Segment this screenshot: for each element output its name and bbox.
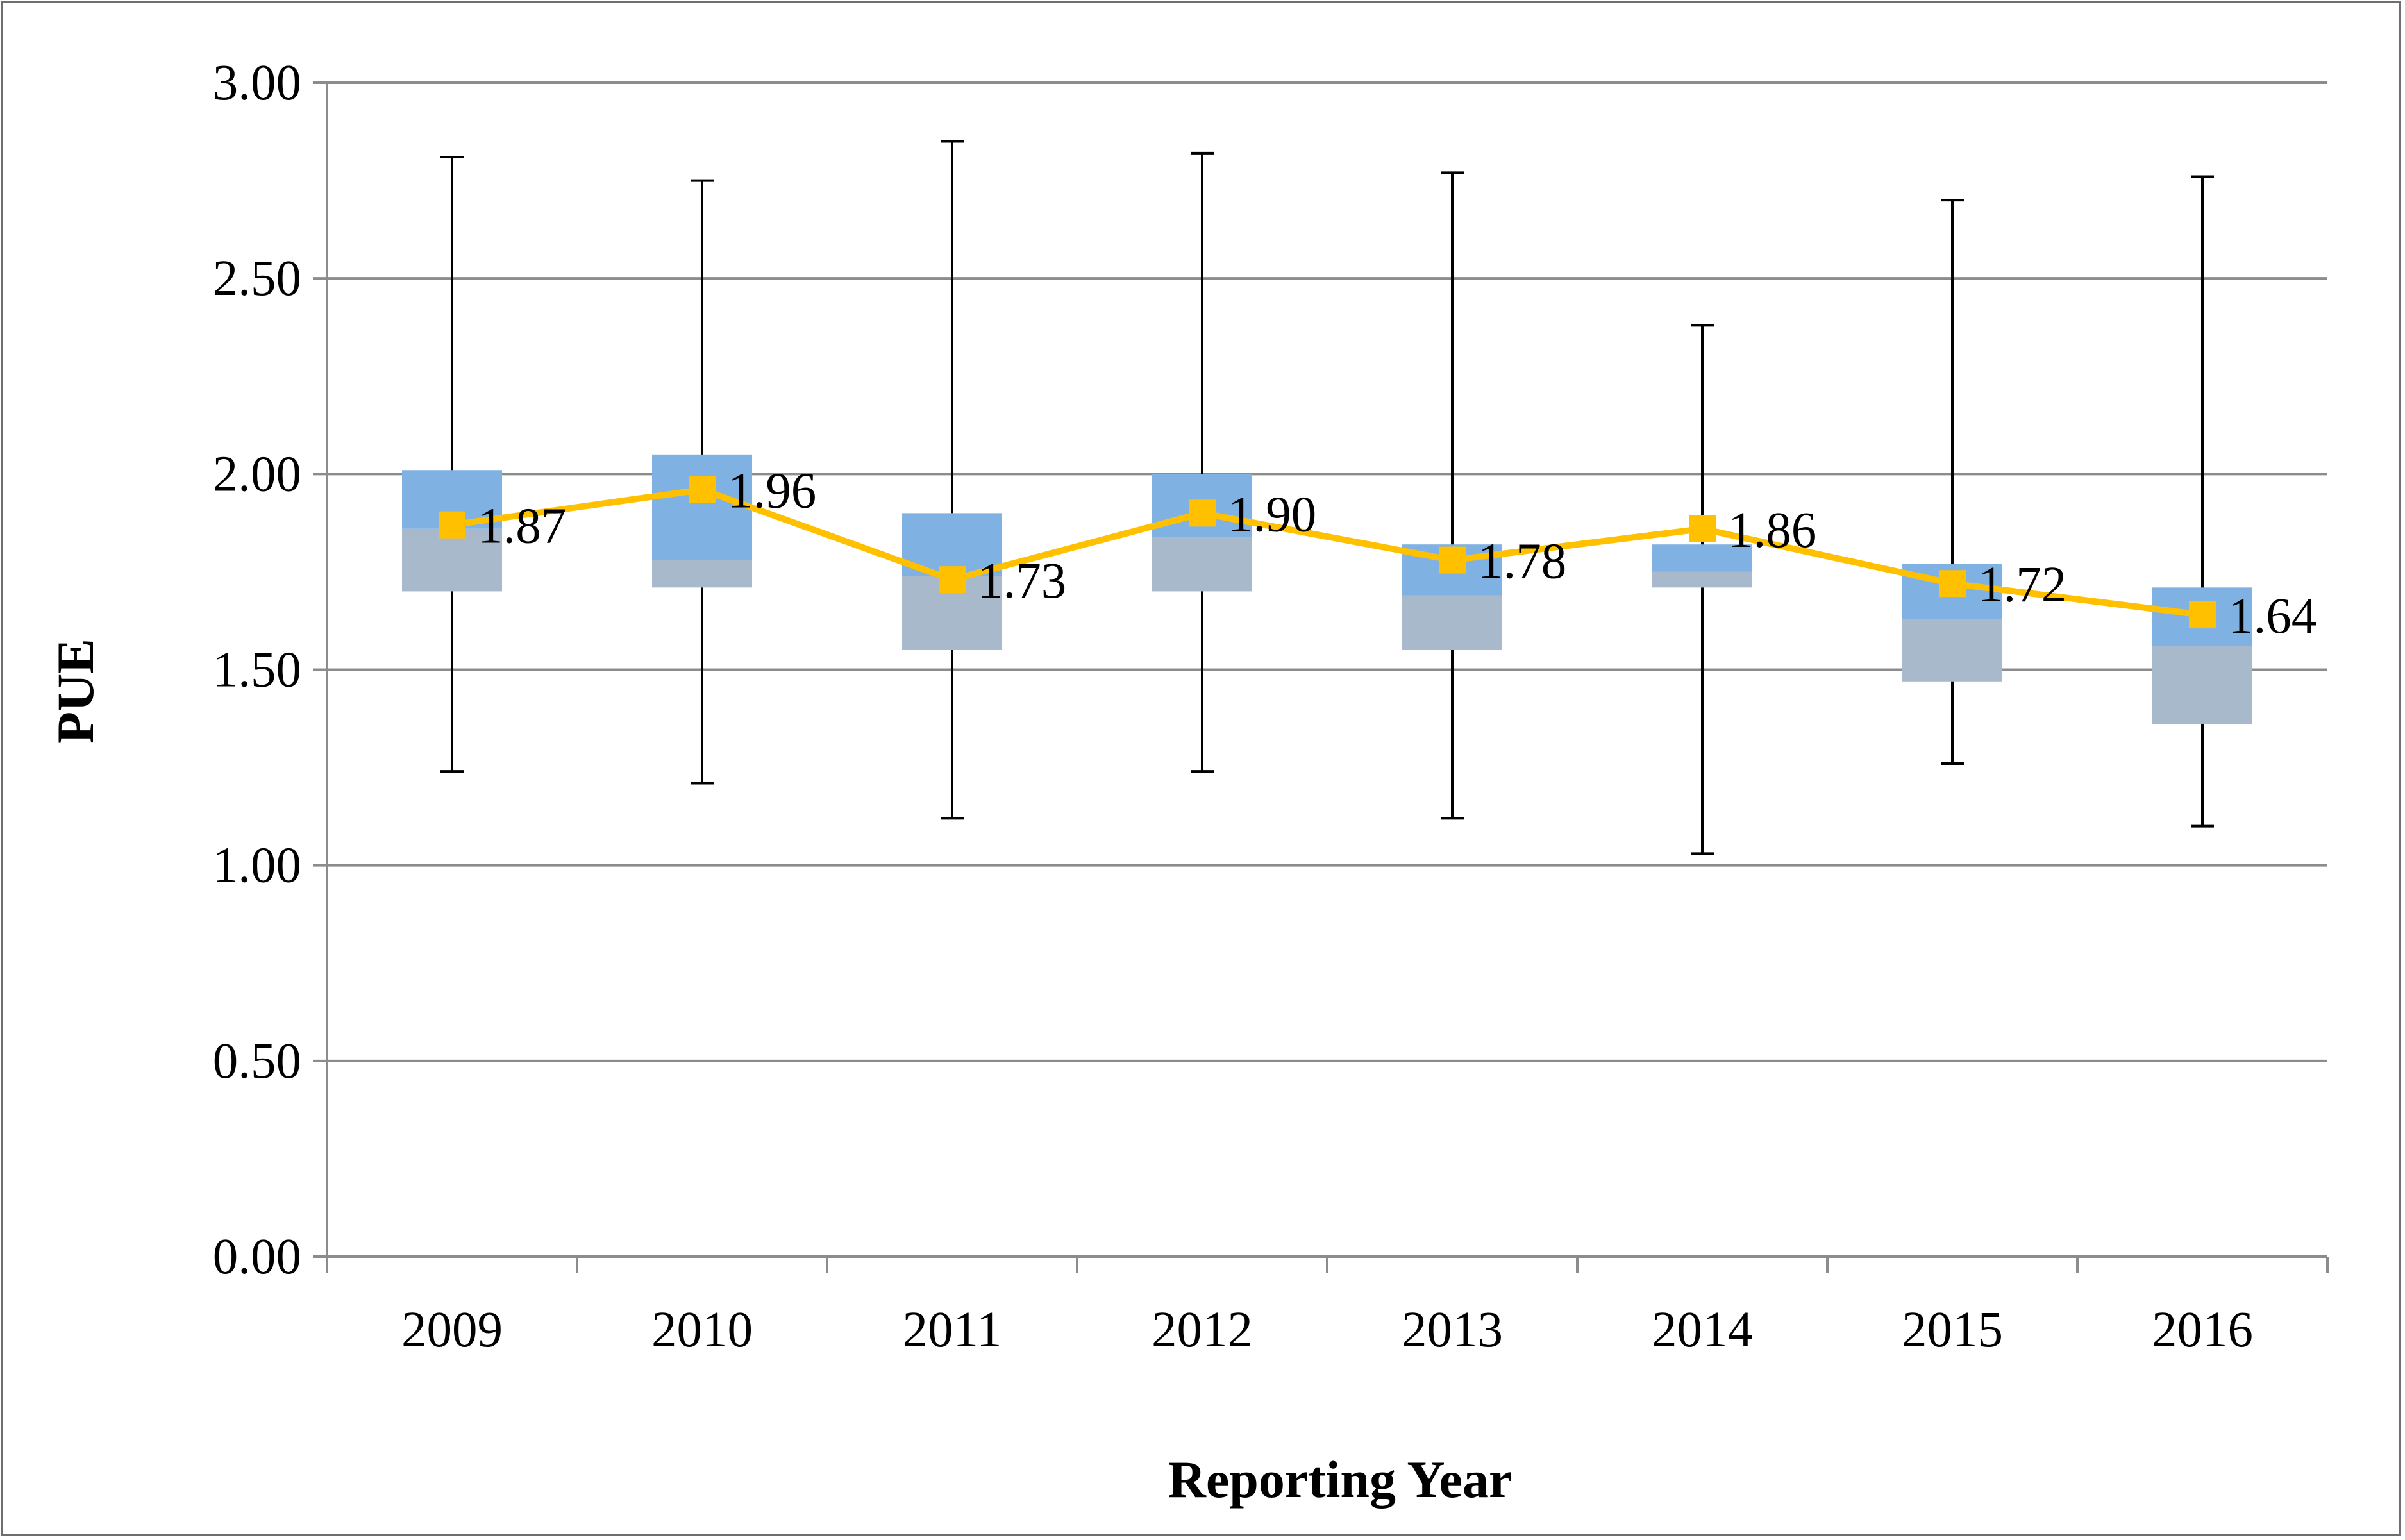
y-tick-label: 0.50 — [213, 1034, 301, 1089]
box-lower — [1402, 595, 1502, 650]
data-label: 1.64 — [2228, 589, 2317, 644]
y-axis-title: PUE — [46, 639, 105, 744]
y-tick-label: 2.00 — [213, 446, 301, 502]
data-label: 1.78 — [1478, 534, 1566, 590]
axes — [313, 81, 2329, 1273]
y-tick-label: 0.00 — [213, 1229, 301, 1285]
box-upper — [1652, 544, 1752, 572]
data-label: 1.86 — [1728, 503, 1816, 558]
x-tick-label: 2016 — [2152, 1302, 2253, 1358]
mean-point — [439, 511, 465, 539]
mean-point — [1439, 546, 1466, 574]
labels: 0.00 0.50 1.00 1.50 2.00 2.50 3.00 2009 2010 2011… — [213, 55, 2317, 1358]
mean-point — [1689, 515, 1716, 542]
data-label: 1.73 — [978, 553, 1066, 609]
mean-point — [939, 566, 966, 594]
y-tick-label: 2.50 — [213, 251, 301, 306]
x-tick-label: 2010 — [651, 1302, 753, 1358]
mean-point — [2189, 601, 2216, 629]
whiskers — [440, 140, 2214, 855]
box-lower — [402, 528, 502, 592]
pue-box-chart: 0.00 0.50 1.00 1.50 2.00 2.50 3.00 2009 2010 2011… — [46, 55, 2329, 1509]
data-label: 1.87 — [478, 499, 566, 555]
box-upper — [652, 454, 752, 560]
y-tick-label: 1.50 — [213, 642, 301, 698]
data-label: 1.90 — [1228, 487, 1316, 542]
x-tick-label: 2009 — [401, 1302, 503, 1358]
mean-line — [451, 486, 2203, 619]
data-label: 1.72 — [1978, 557, 2066, 613]
x-axis-title: Reporting Year — [1168, 1450, 1513, 1509]
y-tick-label: 3.00 — [213, 55, 301, 111]
x-tick-label: 2014 — [1652, 1302, 1753, 1358]
x-tick-label: 2012 — [1152, 1302, 1253, 1358]
y-tick-label: 1.00 — [213, 838, 301, 894]
mean-series — [439, 476, 2216, 629]
box-lower — [1152, 536, 1252, 592]
mean-point — [689, 476, 716, 503]
data-label: 1.96 — [728, 464, 816, 519]
mean-point — [1939, 570, 1966, 598]
box-lower — [1902, 619, 2002, 682]
x-tick-label: 2013 — [1402, 1302, 1503, 1358]
x-tick-label: 2015 — [1902, 1302, 2003, 1358]
box-lower — [652, 560, 752, 588]
mean-point — [1189, 499, 1216, 527]
box-lower — [2152, 646, 2252, 724]
x-tick-label: 2011 — [902, 1302, 1001, 1358]
box-lower — [1652, 571, 1752, 588]
